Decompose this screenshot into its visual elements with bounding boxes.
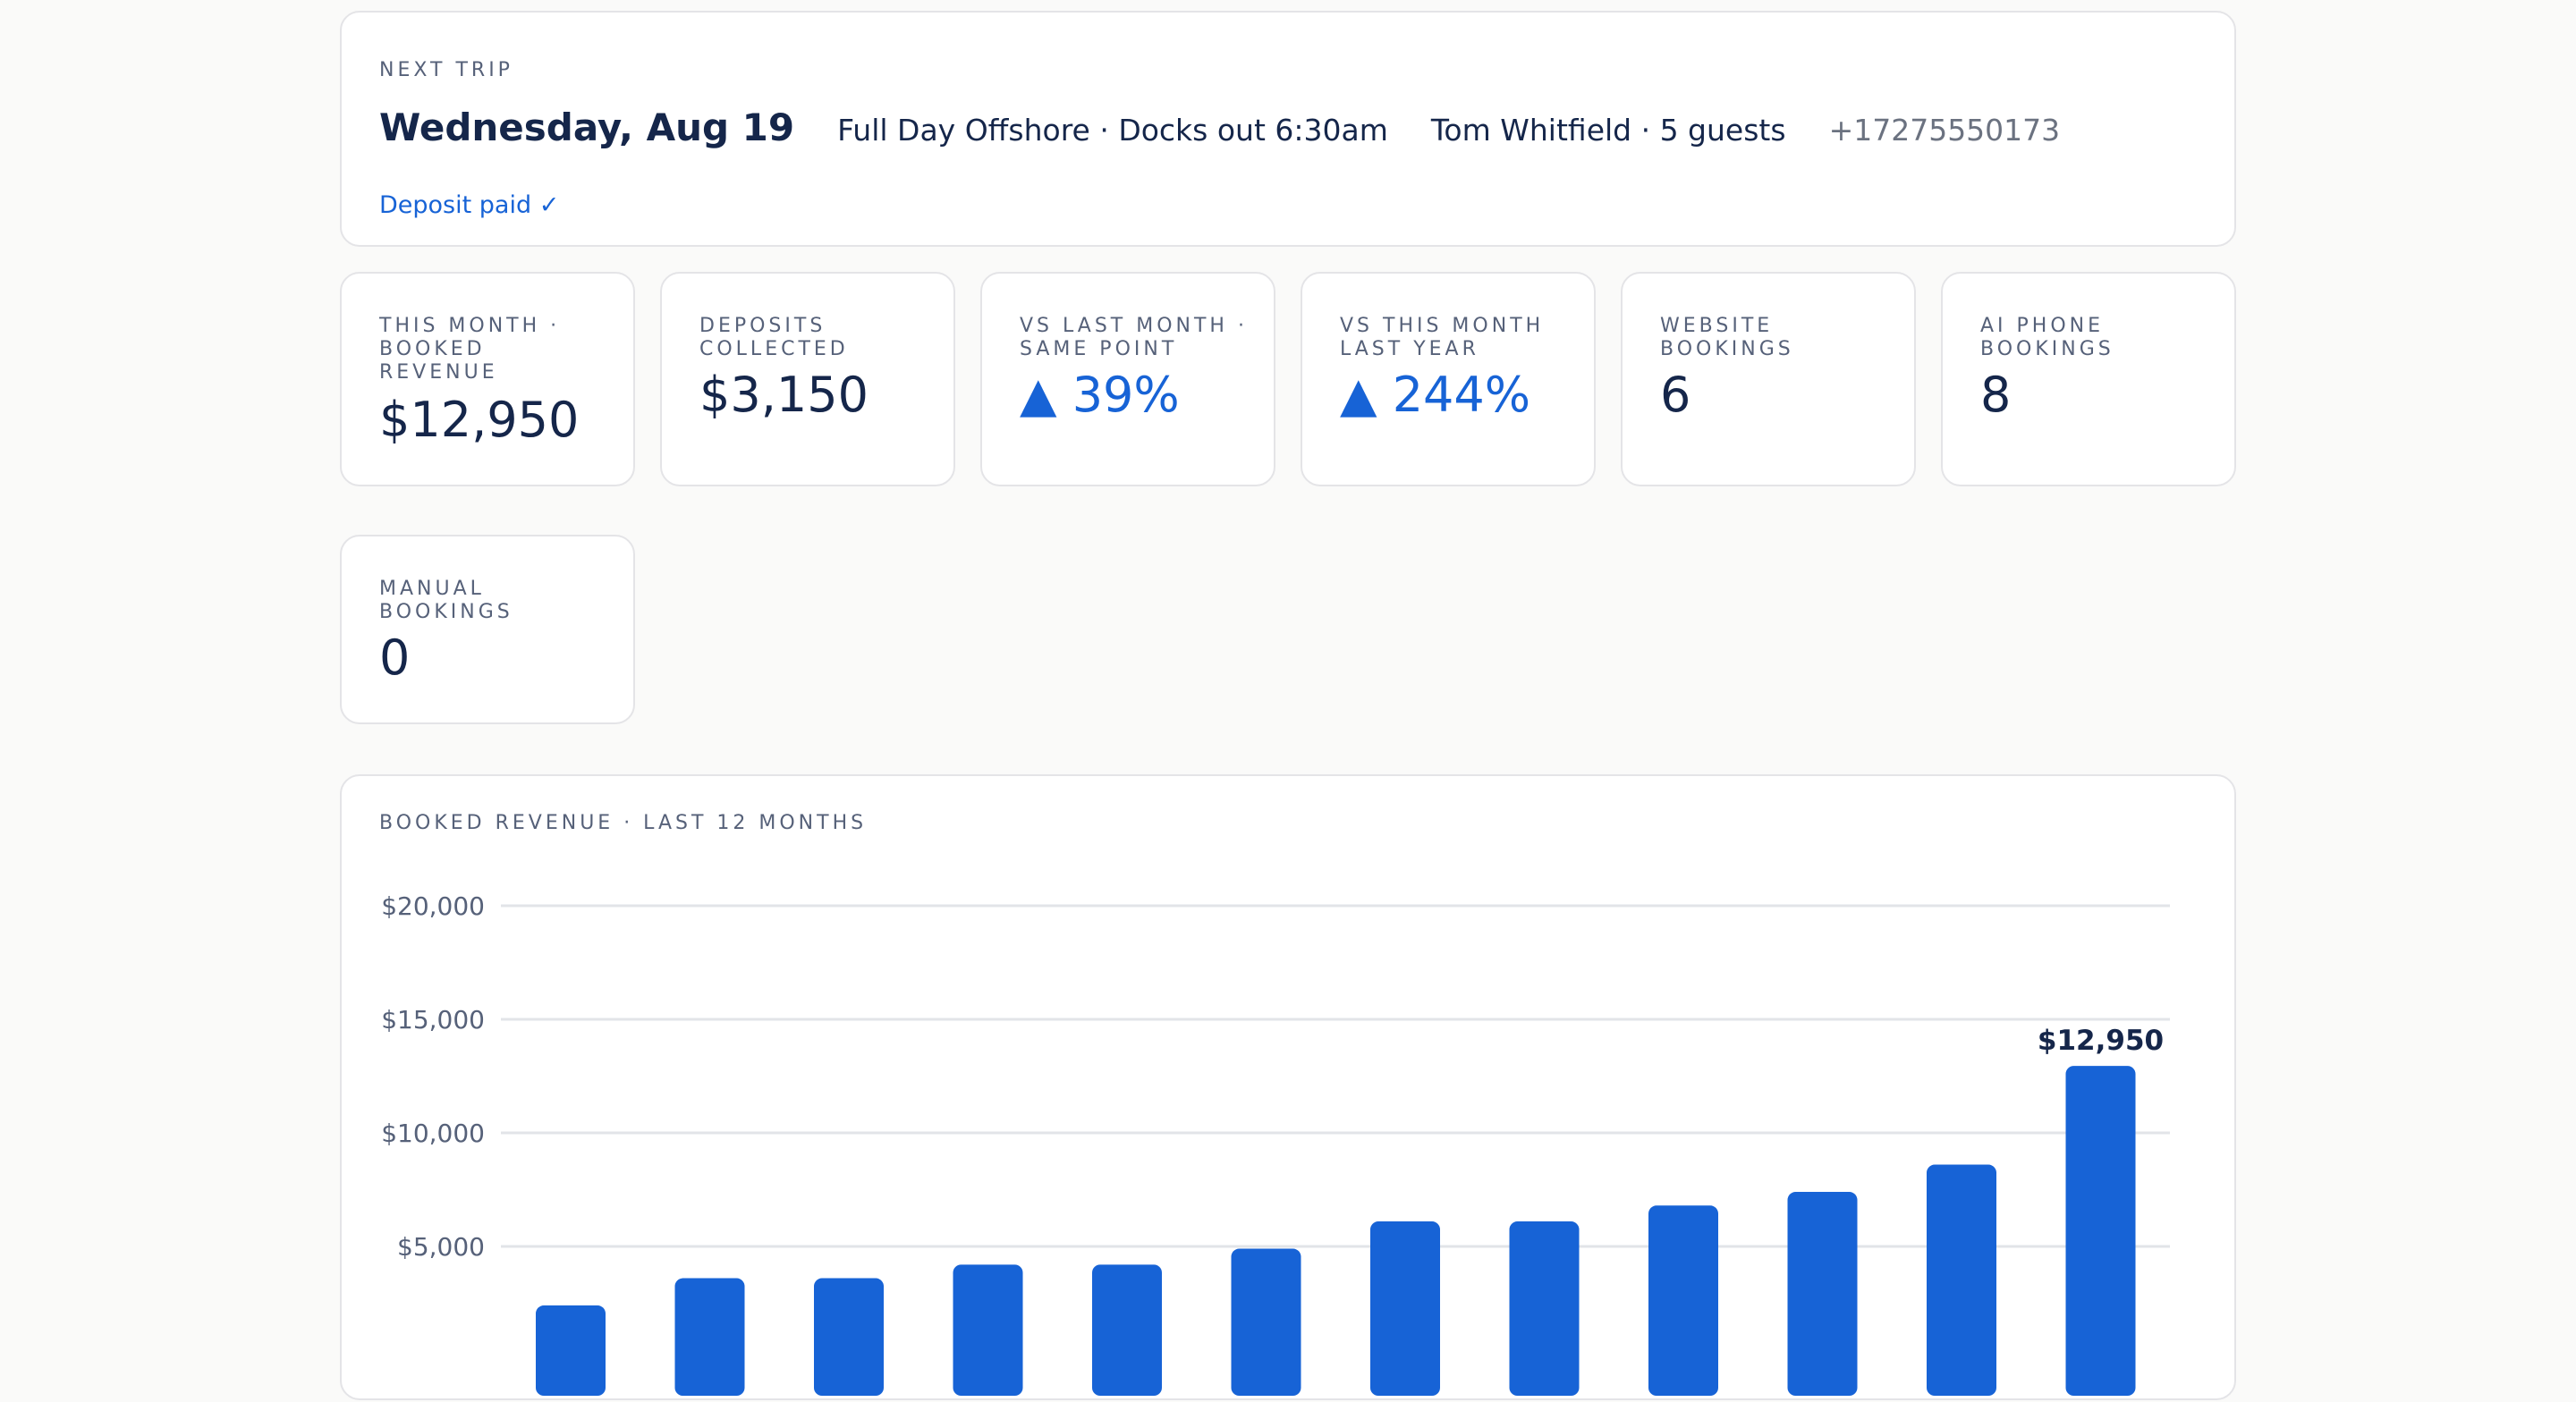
stat-value: ▲ 39%: [1020, 367, 1180, 423]
revenue-bar[interactable]: [1927, 1164, 1996, 1396]
next-trip-guest: Tom Whitfield · 5 guests: [1430, 113, 1786, 148]
bar-data-label: $12,950: [2038, 1025, 2164, 1057]
revenue-bar[interactable]: [674, 1278, 745, 1396]
stat-label: DEPOSITS COLLECTED: [699, 315, 849, 360]
revenue-bar[interactable]: [1648, 1205, 1718, 1396]
revenue-bar[interactable]: [1370, 1221, 1440, 1396]
revenue-bar[interactable]: [1787, 1192, 1858, 1396]
y-tick-label: $15,000: [381, 1005, 485, 1035]
stat-card-manual-bookings: MANUAL BOOKINGS 0: [340, 535, 635, 724]
stat-card-website-bookings: WEBSITE BOOKINGS 6: [1621, 272, 1916, 486]
stat-label: MANUAL BOOKINGS: [379, 578, 513, 623]
revenue-chart-card: BOOKED REVENUE · LAST 12 MONTHS $5,000 $1…: [340, 774, 2236, 1400]
stat-card-vs-last-month: VS LAST MONTH · SAME POINT ▲ 39%: [980, 272, 1275, 486]
revenue-bar[interactable]: [1509, 1221, 1580, 1396]
chart-title: BOOKED REVENUE · LAST 12 MONTHS: [379, 812, 868, 834]
stat-value: ▲ 244%: [1340, 367, 1531, 423]
revenue-bar-chart: $5,000 $10,000 $15,000 $20,000 $12,950: [381, 891, 2170, 1396]
stat-label: AI PHONE BOOKINGS: [1980, 315, 2114, 360]
next-trip-card: NEXT TRIP Wednesday, Aug 19 Full Day Off…: [340, 11, 2236, 247]
stat-value: $12,950: [379, 392, 580, 448]
stat-card-deposits-collected: DEPOSITS COLLECTED $3,150: [660, 272, 955, 486]
stat-label: VS LAST MONTH · SAME POINT: [1020, 315, 1248, 360]
next-trip-label: NEXT TRIP: [379, 59, 513, 81]
y-tick-label: $10,000: [381, 1119, 485, 1148]
y-tick-label: $5,000: [397, 1232, 485, 1262]
stat-label: VS THIS MONTH LAST YEAR: [1340, 315, 1545, 360]
revenue-bar[interactable]: [536, 1305, 606, 1396]
stat-value: 8: [1980, 367, 2012, 423]
stat-card-vs-last-year: VS THIS MONTH LAST YEAR ▲ 244%: [1301, 272, 1596, 486]
next-trip-details: Wednesday, Aug 19 Full Day Offshore · Do…: [379, 106, 2060, 149]
next-trip-date: Wednesday, Aug 19: [379, 106, 795, 149]
next-trip-phone[interactable]: +17275550173: [1828, 113, 2061, 148]
y-tick-label: $20,000: [381, 891, 485, 921]
next-trip-type: Full Day Offshore · Docks out 6:30am: [837, 113, 1388, 148]
revenue-bar[interactable]: [2065, 1066, 2136, 1396]
stat-value: 6: [1660, 367, 1691, 423]
stat-card-booked-revenue: THIS MONTH · BOOKED REVENUE $12,950: [340, 272, 635, 486]
revenue-bar[interactable]: [814, 1278, 884, 1396]
revenue-bar[interactable]: [1092, 1264, 1162, 1396]
stat-label: WEBSITE BOOKINGS: [1660, 315, 1794, 360]
stat-value: 0: [379, 629, 411, 686]
stat-value: $3,150: [699, 367, 869, 423]
revenue-bar[interactable]: [1231, 1248, 1301, 1396]
deposit-status: Deposit paid ✓: [379, 191, 560, 219]
stat-card-ai-phone-bookings: AI PHONE BOOKINGS 8: [1941, 272, 2236, 486]
revenue-bar[interactable]: [953, 1264, 1023, 1396]
stat-label: THIS MONTH · BOOKED REVENUE: [379, 315, 561, 384]
